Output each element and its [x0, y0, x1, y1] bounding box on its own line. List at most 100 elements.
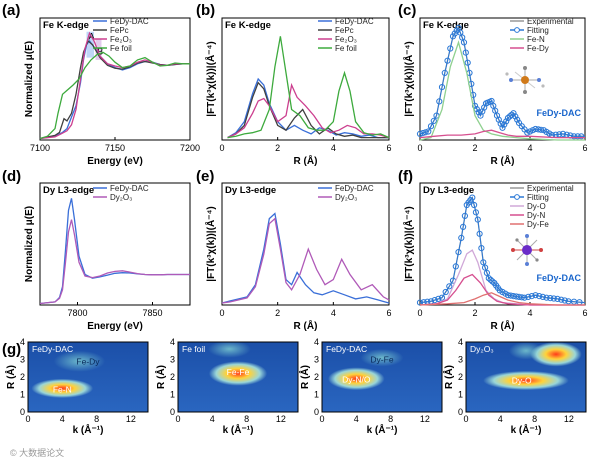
series-line [227, 77, 389, 139]
y-tick-label: 0 [20, 407, 25, 417]
y-tick-label: 0 [314, 407, 319, 417]
wavelet-blobs [328, 349, 404, 391]
fit-marker [556, 131, 563, 138]
fit-marker [430, 117, 437, 125]
legend-label: Fe-N [527, 35, 545, 44]
x-tick-label: 7800 [67, 308, 87, 318]
legend-label: Fe₂O₃ [335, 35, 357, 44]
x-tick-label: 4 [60, 414, 65, 424]
series-line [221, 212, 390, 304]
series-line [419, 273, 585, 306]
fit-marker [464, 59, 471, 66]
fit-marker [559, 130, 567, 137]
fit-marker [442, 288, 449, 296]
fit-marker [436, 98, 443, 105]
fit-marker [578, 133, 585, 140]
y-axis-label: Normalized μ(E) [24, 206, 35, 282]
panel-letter: (b) [196, 2, 215, 19]
fit-marker [462, 49, 469, 56]
series-line [39, 51, 190, 140]
panel-letter: (c) [398, 2, 416, 19]
y-tick-label: 3 [458, 355, 463, 365]
fit-marker [514, 116, 521, 123]
fe-site-illustration [505, 66, 545, 94]
legend-label: Fe₂O₃ [110, 35, 132, 44]
wavelet-title: FeDy-DAC [32, 344, 73, 354]
wavelet-blobs [31, 350, 106, 398]
x-tick-label: 0 [219, 308, 224, 318]
x-tick-label: 12 [126, 414, 136, 424]
y-axis-label: R (Å) [442, 365, 455, 389]
fit-marker [455, 249, 462, 256]
x-tick-label: 0 [319, 414, 324, 424]
panel-title: Fe K-edge [43, 20, 89, 31]
x-tick-label: 7200 [180, 143, 200, 153]
panel-title: Dy L3-edge [43, 185, 94, 196]
fit-marker [441, 69, 448, 77]
fit-marker [554, 295, 561, 302]
fit-marker [416, 299, 424, 306]
series-line [419, 129, 585, 139]
fit-marker [469, 194, 476, 201]
fit-marker [438, 84, 446, 91]
legend-label: Experimental [527, 17, 574, 26]
legend-label: Dy-Fe [527, 220, 549, 229]
wavelet-blob [328, 367, 385, 391]
y-tick-label: 1 [170, 390, 175, 400]
y-tick-label: 3 [314, 355, 319, 365]
y-axis-label: R (Å) [4, 365, 17, 389]
dy-site-illustration [511, 234, 543, 266]
legend-marker [514, 27, 520, 33]
series-line [221, 217, 390, 304]
wavelet-frame [177, 341, 299, 413]
y-axis-label: |FT(k³χ(k))|(Å⁻⁴) [204, 41, 217, 116]
series-line [39, 219, 190, 305]
fit-marker [444, 57, 451, 64]
x-tick-label: 6 [582, 143, 587, 153]
fit-marker [419, 130, 426, 137]
y-tick-label: 4 [170, 337, 175, 347]
wavelet-blob [208, 361, 268, 386]
panel-title: Fe K-edge [423, 20, 469, 31]
x-tick-label: 2 [472, 308, 477, 318]
panel-c: (c) Fe K-edge 0 2 4 6 R (Å) |FT(k³χ(k))|(Å⁻⁴) Ex… [398, 2, 588, 167]
fit-marker [539, 293, 546, 300]
x-tick-label: 0 [417, 308, 422, 318]
fit-marker [446, 283, 453, 290]
x-tick-label: 4 [210, 414, 215, 424]
x-tick-label: 12 [276, 414, 286, 424]
series-line [419, 196, 586, 304]
fit-marker [425, 128, 432, 135]
fit-marker [550, 295, 557, 302]
plot-frame [419, 182, 586, 306]
fit-marker [510, 110, 517, 117]
y-tick-label: 2 [20, 372, 25, 382]
series-line [227, 82, 390, 139]
fit-marker [558, 296, 565, 303]
x-tick-label: 7850 [142, 308, 162, 318]
inset-label-b: B [97, 47, 103, 57]
y-tick-label: 2 [458, 372, 463, 382]
wavelet-blob [53, 350, 106, 372]
x-axis-label: Energy (eV) [87, 156, 143, 167]
legend-label: Fe-Dy [527, 44, 549, 53]
y-tick-label: 3 [20, 355, 25, 365]
watermark: © 大数据论文 [10, 447, 64, 458]
fit-marker [528, 293, 535, 300]
legend-label: Fe foil [110, 44, 132, 53]
panel-title: Dy L3-edge [225, 185, 276, 196]
panel-letter: (f) [398, 168, 413, 185]
wavelet-label: Fe-N [53, 384, 72, 394]
wavelet-title: FeDy-DAC [326, 344, 367, 354]
fit-marker [537, 126, 545, 133]
inset-box-a [86, 31, 94, 58]
fit-marker [482, 264, 489, 271]
x-tick-label: 7150 [105, 143, 125, 153]
panel-e: (e) Dy L3-edge 0 2 4 6 R (Å) |FT(k³χ(k))|(Å⁻⁴) F… [196, 168, 392, 332]
series-line [39, 39, 190, 140]
x-tick-label: 2 [472, 143, 477, 153]
y-tick-label: 1 [314, 390, 319, 400]
